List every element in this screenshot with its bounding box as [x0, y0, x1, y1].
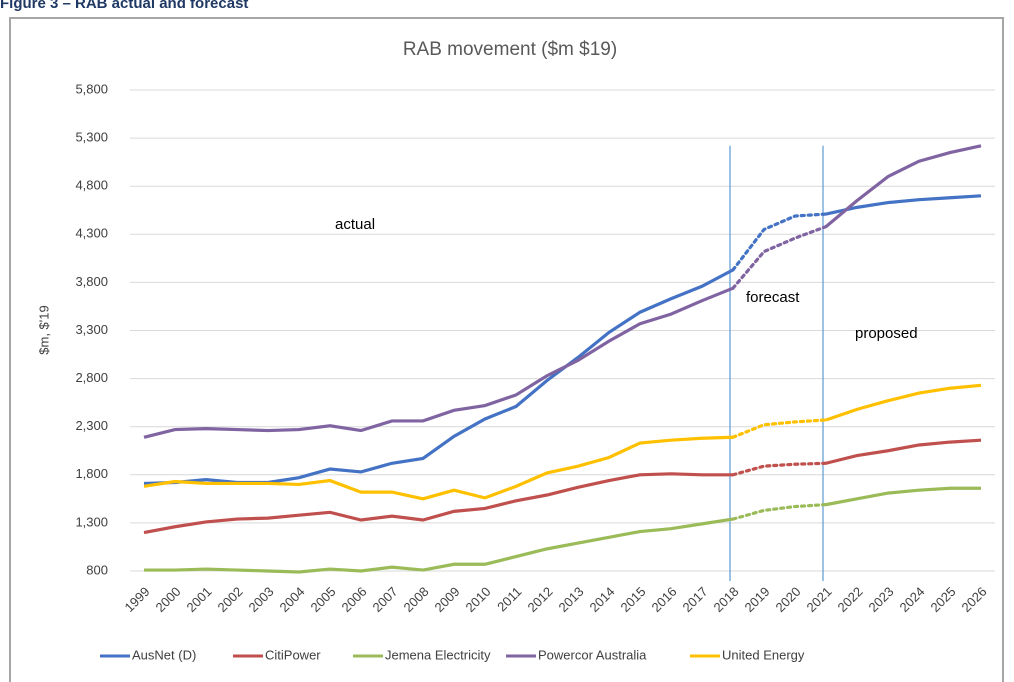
series-line: [825, 486, 981, 507]
y-tick-label: 3,300: [75, 322, 108, 337]
legend-label: United Energy: [722, 647, 805, 662]
y-tick-label: 800: [86, 562, 108, 577]
annotation: actual: [335, 216, 375, 233]
y-tick-label: 1,800: [75, 466, 108, 481]
y-tick-label: 4,300: [75, 226, 108, 241]
series-line: [824, 144, 982, 228]
series-line-forecast: [731, 212, 828, 272]
series-line-forecast: [731, 225, 828, 290]
y-tick-label: 3,800: [75, 274, 108, 289]
legend-label: AusNet (D): [132, 647, 196, 662]
series-line: [825, 383, 982, 422]
chart-title: RAB movement ($m $19): [403, 39, 617, 60]
annotation: forecast: [746, 289, 800, 306]
y-tick-label: 2,800: [75, 370, 108, 385]
y-tick-label: 5,800: [75, 81, 108, 96]
y-tick-label: 4,800: [75, 178, 108, 193]
series-line-forecast: [731, 503, 828, 521]
figure-caption: Figure 3 – RAB actual and forecast: [0, 0, 248, 12]
series-line: [143, 472, 733, 535]
chart-frame: [9, 17, 1004, 682]
legend-label: CitiPower: [265, 647, 321, 662]
series-line: [825, 438, 982, 465]
series-line: [825, 194, 982, 216]
series-line-forecast: [731, 461, 828, 477]
legend-label: Jemena Electricity: [385, 647, 491, 662]
annotation: proposed: [855, 325, 918, 342]
series-line: [143, 286, 734, 439]
legend-label: Powercor Australia: [538, 647, 647, 662]
series-line-forecast: [731, 418, 828, 439]
y-tick-label: 5,300: [75, 130, 108, 145]
y-tick-label: 2,300: [75, 418, 108, 433]
y-axis-label: $m, $'19: [36, 305, 51, 354]
series-line: [144, 517, 734, 574]
series-line: [143, 435, 734, 501]
y-tick-label: 1,300: [75, 514, 108, 529]
